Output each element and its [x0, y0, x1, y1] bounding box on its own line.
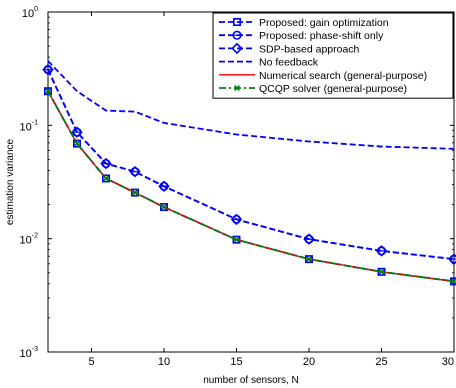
y-tick-base: 10: [20, 121, 32, 133]
y-tick-exponent: -1: [32, 119, 38, 126]
data-point-x: [378, 268, 385, 275]
legend-label: Numerical search (general-purpose): [259, 70, 427, 82]
data-point-circle: [449, 254, 456, 264]
data-point-x: [306, 256, 312, 263]
x-tick-label: 30: [442, 356, 454, 368]
y-tick-exponent: -3: [32, 346, 38, 353]
data-point-square: [160, 203, 169, 212]
x-tick-label: 25: [375, 356, 387, 368]
data-point-circle: [232, 30, 242, 40]
x-axis-label: number of sensors, N: [203, 375, 299, 386]
data-point-circle: [231, 214, 242, 224]
data-point-square: [232, 235, 241, 244]
series-2: [43, 65, 456, 264]
data-point-circle: [72, 127, 82, 137]
data-point-x: [234, 85, 240, 91]
legend-box: [212, 12, 454, 99]
data-point-square: [131, 188, 140, 197]
y-tick-base: 10: [20, 348, 32, 360]
legend-label: SDP-based approach: [259, 43, 360, 55]
data-point-circle: [101, 158, 111, 169]
data-point-circle: [304, 234, 314, 244]
series-line: [47, 60, 455, 150]
data-point-circle: [159, 181, 169, 191]
data-point-x: [103, 175, 109, 182]
legend-label: Proposed: gain optimization: [259, 17, 389, 29]
y-tick-base: 10: [20, 235, 32, 247]
data-point-square: [73, 139, 82, 148]
y-tick-exponent: 0: [34, 6, 38, 13]
data-point-x: [161, 204, 167, 211]
y-tick-label: 10-2: [20, 233, 39, 247]
data-point-x: [74, 140, 80, 147]
y-tick-base: 10: [22, 8, 34, 20]
data-point-diamond: [231, 42, 243, 55]
data-point-square: [43, 87, 52, 96]
x-tick-label: 15: [230, 356, 242, 368]
data-point-circle: [130, 167, 140, 177]
x-tick-label: 5: [88, 356, 94, 368]
legend-label: QCQP solver (general-purpose): [259, 83, 407, 95]
legend-label: Proposed: phase-shift only: [259, 30, 384, 42]
x-tick-label: 20: [303, 356, 315, 368]
y-axis-label: estimation variance: [5, 138, 16, 225]
y-tick-exponent: -2: [32, 233, 38, 240]
data-point-x: [132, 189, 138, 196]
legend-label: No feedback: [259, 57, 319, 69]
data-point-x: [45, 88, 51, 95]
data-point-square: [233, 17, 242, 26]
y-tick-label: 10-3: [20, 346, 39, 360]
data-point-circle: [43, 65, 53, 75]
y-tick-label: 10-1: [20, 119, 39, 133]
series-4: [47, 60, 455, 150]
data-point-x: [233, 236, 240, 243]
series-6: [45, 88, 456, 285]
y-tick-label: 100: [22, 6, 38, 20]
x-tick-label: 10: [158, 356, 170, 368]
series-layer: [42, 60, 456, 286]
data-point-circle: [376, 246, 387, 256]
data-point-square: [102, 174, 111, 183]
